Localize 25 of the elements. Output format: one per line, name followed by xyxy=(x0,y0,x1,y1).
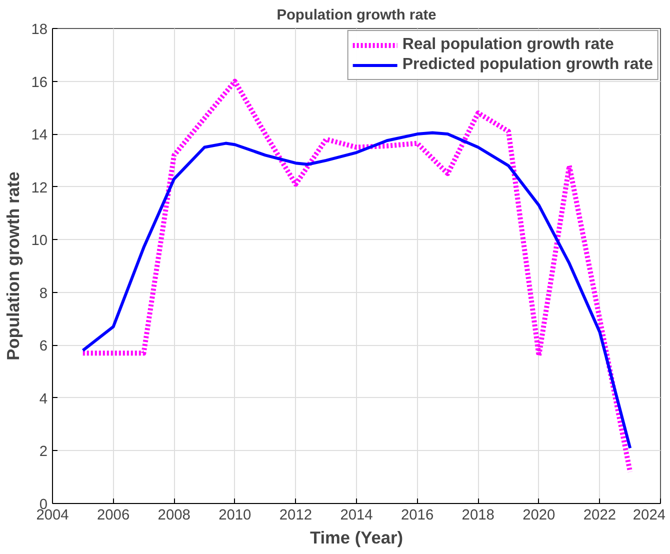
y-tick-label: 16 xyxy=(31,74,48,91)
x-tick-label: 2018 xyxy=(462,508,494,524)
x-tick-label: 2014 xyxy=(340,508,373,524)
x-tick-label: 2016 xyxy=(401,508,434,524)
x-tick-label: 2010 xyxy=(218,508,252,524)
y-tick-label: 2 xyxy=(39,444,48,460)
x-tick-label: 2012 xyxy=(279,508,312,524)
x-tick-label: 2006 xyxy=(97,508,130,524)
y-tick-label: 6 xyxy=(39,338,48,355)
x-axis-title: Time (Year) xyxy=(310,528,404,548)
chart-title: Population growth rate xyxy=(276,8,436,24)
y-tick-label: 4 xyxy=(39,391,48,408)
y-tick-label: 8 xyxy=(39,286,48,302)
legend-label: Predicted population growth rate xyxy=(402,56,653,74)
x-tick-label: 2024 xyxy=(632,508,666,524)
y-tick-label: 10 xyxy=(31,233,48,250)
y-tick-label: 14 xyxy=(31,128,48,144)
y-axis-title: Population growth rate xyxy=(3,171,24,360)
legend-label: Real population growth rate xyxy=(402,36,614,54)
x-tick-label: 2008 xyxy=(158,508,190,524)
line-series xyxy=(81,131,632,450)
y-tick-label: 12 xyxy=(31,180,48,196)
x-tick-label: 2020 xyxy=(522,508,556,524)
y-tick-label: 18 xyxy=(31,22,48,38)
x-tick-label: 2022 xyxy=(583,508,616,524)
